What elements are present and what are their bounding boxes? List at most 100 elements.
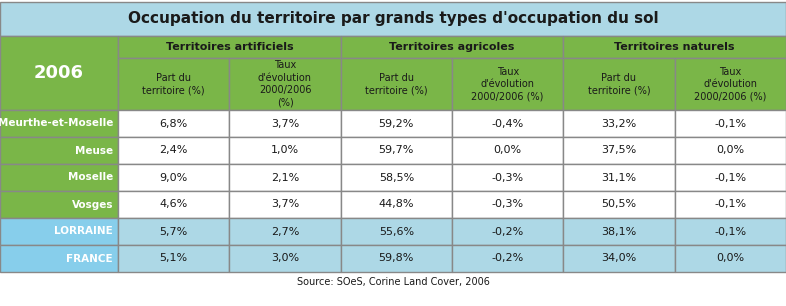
Text: 2,7%: 2,7% bbox=[271, 226, 299, 237]
Bar bbox=[118, 218, 230, 245]
Bar bbox=[340, 164, 452, 191]
Text: -0,3%: -0,3% bbox=[491, 200, 523, 210]
Bar bbox=[0, 218, 118, 245]
Bar bbox=[230, 137, 340, 164]
Text: Meuse: Meuse bbox=[75, 145, 113, 155]
Bar bbox=[230, 110, 340, 137]
Bar bbox=[340, 245, 452, 272]
Text: 31,1%: 31,1% bbox=[601, 173, 637, 182]
Text: Taux
d'évolution
2000/2006
(%): Taux d'évolution 2000/2006 (%) bbox=[258, 60, 312, 108]
Bar bbox=[564, 137, 674, 164]
Text: 3,7%: 3,7% bbox=[271, 118, 299, 129]
Bar bbox=[0, 137, 118, 164]
Bar bbox=[340, 191, 452, 218]
Bar bbox=[452, 110, 564, 137]
Text: -0,2%: -0,2% bbox=[491, 226, 523, 237]
Text: 33,2%: 33,2% bbox=[601, 118, 637, 129]
Bar bbox=[564, 245, 674, 272]
Text: -0,1%: -0,1% bbox=[714, 226, 747, 237]
Text: -0,1%: -0,1% bbox=[714, 173, 747, 182]
Text: 3,0%: 3,0% bbox=[271, 253, 299, 263]
Bar bbox=[0, 2, 786, 36]
Bar bbox=[452, 164, 564, 191]
Bar bbox=[118, 245, 230, 272]
Bar bbox=[0, 164, 118, 191]
Bar bbox=[0, 245, 118, 272]
Bar bbox=[452, 191, 564, 218]
Text: Source: SOeS, Corine Land Cover, 2006: Source: SOeS, Corine Land Cover, 2006 bbox=[296, 277, 490, 287]
Text: Part du
territoire (%): Part du territoire (%) bbox=[142, 73, 205, 95]
Bar bbox=[674, 58, 786, 110]
Text: 50,5%: 50,5% bbox=[601, 200, 637, 210]
Text: Occupation du territoire par grands types d'occupation du sol: Occupation du territoire par grands type… bbox=[127, 12, 659, 27]
Bar bbox=[118, 58, 230, 110]
Text: 59,7%: 59,7% bbox=[379, 145, 414, 155]
Bar bbox=[0, 191, 118, 218]
Bar bbox=[340, 110, 452, 137]
Bar bbox=[230, 245, 340, 272]
Text: 0,0%: 0,0% bbox=[494, 145, 522, 155]
Bar bbox=[340, 58, 452, 110]
Text: 5,7%: 5,7% bbox=[160, 226, 188, 237]
Text: -0,3%: -0,3% bbox=[491, 173, 523, 182]
Bar bbox=[674, 110, 786, 137]
Bar bbox=[230, 164, 340, 191]
Text: Territoires agricoles: Territoires agricoles bbox=[389, 42, 515, 52]
Bar bbox=[674, 218, 786, 245]
Text: FRANCE: FRANCE bbox=[66, 253, 113, 263]
Text: 59,8%: 59,8% bbox=[379, 253, 414, 263]
Text: 5,1%: 5,1% bbox=[160, 253, 188, 263]
Text: LORRAINE: LORRAINE bbox=[54, 226, 113, 237]
Text: 0,0%: 0,0% bbox=[716, 145, 744, 155]
Bar bbox=[452, 245, 564, 272]
Text: -0,4%: -0,4% bbox=[491, 118, 523, 129]
Bar bbox=[674, 137, 786, 164]
Text: 4,6%: 4,6% bbox=[160, 200, 188, 210]
Text: -0,1%: -0,1% bbox=[714, 118, 747, 129]
Bar bbox=[118, 110, 230, 137]
Text: Moselle: Moselle bbox=[68, 173, 113, 182]
Text: 55,6%: 55,6% bbox=[379, 226, 414, 237]
Text: 3,7%: 3,7% bbox=[271, 200, 299, 210]
Text: 58,5%: 58,5% bbox=[379, 173, 414, 182]
Bar bbox=[0, 110, 118, 137]
Bar bbox=[118, 191, 230, 218]
Bar bbox=[452, 218, 564, 245]
Bar bbox=[0, 36, 118, 110]
Text: 1,0%: 1,0% bbox=[271, 145, 299, 155]
Bar bbox=[452, 58, 564, 110]
Bar bbox=[230, 191, 340, 218]
Text: 38,1%: 38,1% bbox=[601, 226, 637, 237]
Text: 34,0%: 34,0% bbox=[601, 253, 637, 263]
Bar bbox=[230, 218, 340, 245]
Text: Taux
d'évolution
2000/2006 (%): Taux d'évolution 2000/2006 (%) bbox=[694, 67, 766, 101]
Bar bbox=[118, 137, 230, 164]
Bar bbox=[564, 58, 674, 110]
Bar bbox=[340, 36, 564, 58]
Text: 37,5%: 37,5% bbox=[601, 145, 637, 155]
Bar bbox=[340, 218, 452, 245]
Text: 59,2%: 59,2% bbox=[379, 118, 414, 129]
Bar bbox=[564, 110, 674, 137]
Text: 6,8%: 6,8% bbox=[160, 118, 188, 129]
Bar bbox=[564, 218, 674, 245]
Text: 0,0%: 0,0% bbox=[716, 253, 744, 263]
Text: 9,0%: 9,0% bbox=[160, 173, 188, 182]
Text: Part du
territoire (%): Part du territoire (%) bbox=[588, 73, 650, 95]
Bar bbox=[674, 245, 786, 272]
Text: Territoires artificiels: Territoires artificiels bbox=[166, 42, 293, 52]
Text: Territoires naturels: Territoires naturels bbox=[615, 42, 735, 52]
Text: Taux
d'évolution
2000/2006 (%): Taux d'évolution 2000/2006 (%) bbox=[472, 67, 544, 101]
Text: Part du
territoire (%): Part du territoire (%) bbox=[365, 73, 428, 95]
Bar bbox=[564, 164, 674, 191]
Bar bbox=[230, 58, 340, 110]
Bar bbox=[118, 164, 230, 191]
Bar bbox=[674, 191, 786, 218]
Bar bbox=[564, 36, 786, 58]
Text: 2006: 2006 bbox=[34, 64, 84, 82]
Bar bbox=[564, 191, 674, 218]
Text: Vosges: Vosges bbox=[72, 200, 113, 210]
Text: Meurthe-et-Moselle: Meurthe-et-Moselle bbox=[0, 118, 113, 129]
Text: 2,4%: 2,4% bbox=[160, 145, 188, 155]
Bar bbox=[340, 137, 452, 164]
